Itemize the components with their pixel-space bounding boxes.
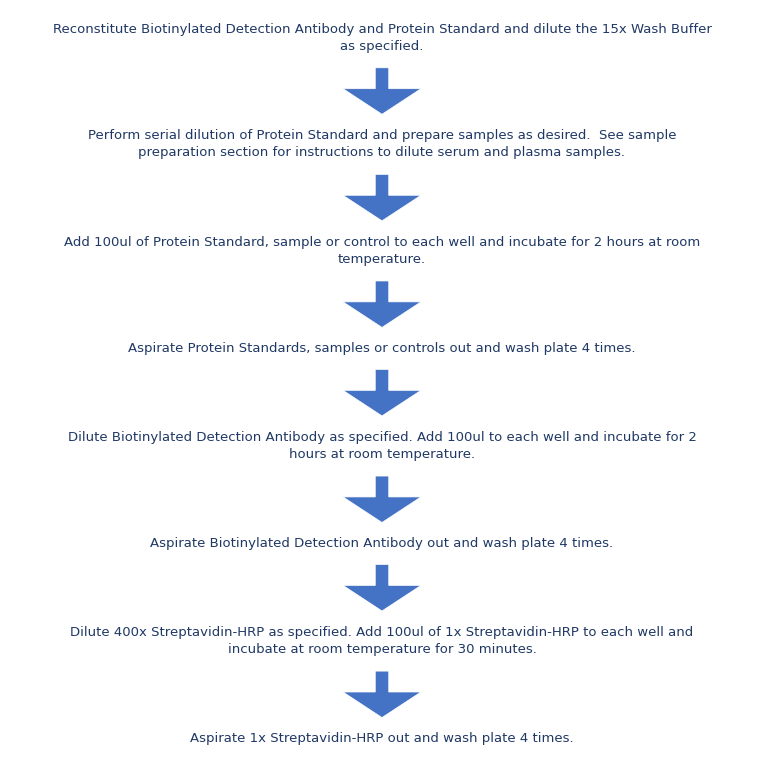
- Polygon shape: [343, 370, 421, 416]
- Text: Dilute Biotinylated Detection Antibody as specified. Add 100ul to each well and : Dilute Biotinylated Detection Antibody a…: [67, 431, 697, 461]
- Polygon shape: [343, 476, 421, 523]
- Text: Aspirate Biotinylated Detection Antibody out and wash plate 4 times.: Aspirate Biotinylated Detection Antibody…: [151, 537, 613, 550]
- Polygon shape: [343, 174, 421, 221]
- Polygon shape: [343, 565, 421, 611]
- Text: Reconstitute Biotinylated Detection Antibody and Protein Standard and dilute the: Reconstitute Biotinylated Detection Anti…: [53, 23, 711, 53]
- Polygon shape: [343, 281, 421, 328]
- Polygon shape: [343, 671, 421, 717]
- Text: Perform serial dilution of Protein Standard and prepare samples as desired.  See: Perform serial dilution of Protein Stand…: [88, 129, 676, 160]
- Polygon shape: [343, 68, 421, 115]
- Text: Dilute 400x Streptavidin-HRP as specified. Add 100ul of 1x Streptavidin-HRP to e: Dilute 400x Streptavidin-HRP as specifie…: [70, 626, 694, 656]
- Text: Aspirate 1x Streptavidin-HRP out and wash plate 4 times.: Aspirate 1x Streptavidin-HRP out and was…: [190, 732, 574, 745]
- Text: Add 100ul of Protein Standard, sample or control to each well and incubate for 2: Add 100ul of Protein Standard, sample or…: [64, 236, 700, 266]
- Text: Aspirate Protein Standards, samples or controls out and wash plate 4 times.: Aspirate Protein Standards, samples or c…: [128, 342, 636, 355]
- Polygon shape: [343, 759, 421, 764]
